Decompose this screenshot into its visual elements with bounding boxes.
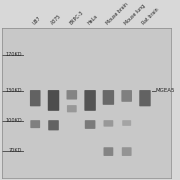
FancyBboxPatch shape (103, 90, 114, 105)
Text: Mouse brain: Mouse brain (105, 2, 129, 26)
FancyBboxPatch shape (66, 90, 77, 100)
Text: MGEA5: MGEA5 (156, 88, 175, 93)
FancyBboxPatch shape (48, 120, 59, 130)
Text: Rat brain: Rat brain (141, 7, 160, 26)
FancyBboxPatch shape (84, 90, 96, 111)
Text: BXPC-3: BXPC-3 (68, 10, 84, 26)
FancyBboxPatch shape (121, 90, 132, 102)
Text: 70KD: 70KD (9, 148, 22, 153)
FancyBboxPatch shape (139, 90, 151, 106)
Text: U87: U87 (32, 16, 42, 26)
FancyBboxPatch shape (103, 120, 113, 127)
FancyBboxPatch shape (67, 105, 77, 112)
FancyBboxPatch shape (103, 147, 113, 156)
FancyBboxPatch shape (122, 120, 131, 126)
Text: 100KD: 100KD (5, 118, 22, 123)
Text: Mouse lung: Mouse lung (123, 3, 146, 26)
FancyBboxPatch shape (30, 90, 40, 106)
FancyBboxPatch shape (48, 90, 59, 111)
FancyBboxPatch shape (122, 147, 132, 156)
Text: 130KD: 130KD (6, 88, 22, 93)
Text: 170KD: 170KD (6, 52, 22, 57)
Text: HeLa: HeLa (87, 14, 99, 26)
FancyBboxPatch shape (85, 120, 95, 129)
Text: A375: A375 (50, 14, 62, 26)
FancyBboxPatch shape (30, 120, 40, 128)
